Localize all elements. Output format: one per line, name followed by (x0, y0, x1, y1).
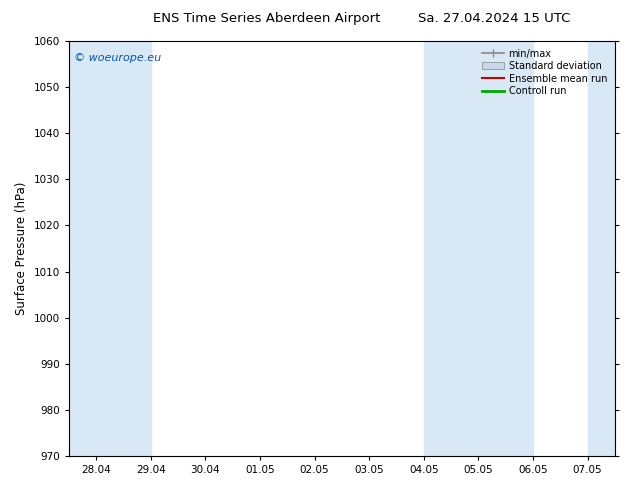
Text: © woeurope.eu: © woeurope.eu (74, 53, 162, 64)
Text: Sa. 27.04.2024 15 UTC: Sa. 27.04.2024 15 UTC (418, 12, 571, 25)
Legend: min/max, Standard deviation, Ensemble mean run, Controll run: min/max, Standard deviation, Ensemble me… (479, 46, 610, 99)
Bar (588, 41, 615, 456)
Bar (424, 41, 533, 456)
Text: ENS Time Series Aberdeen Airport: ENS Time Series Aberdeen Airport (153, 12, 380, 25)
Bar (69, 41, 151, 456)
Y-axis label: Surface Pressure (hPa): Surface Pressure (hPa) (15, 182, 28, 315)
